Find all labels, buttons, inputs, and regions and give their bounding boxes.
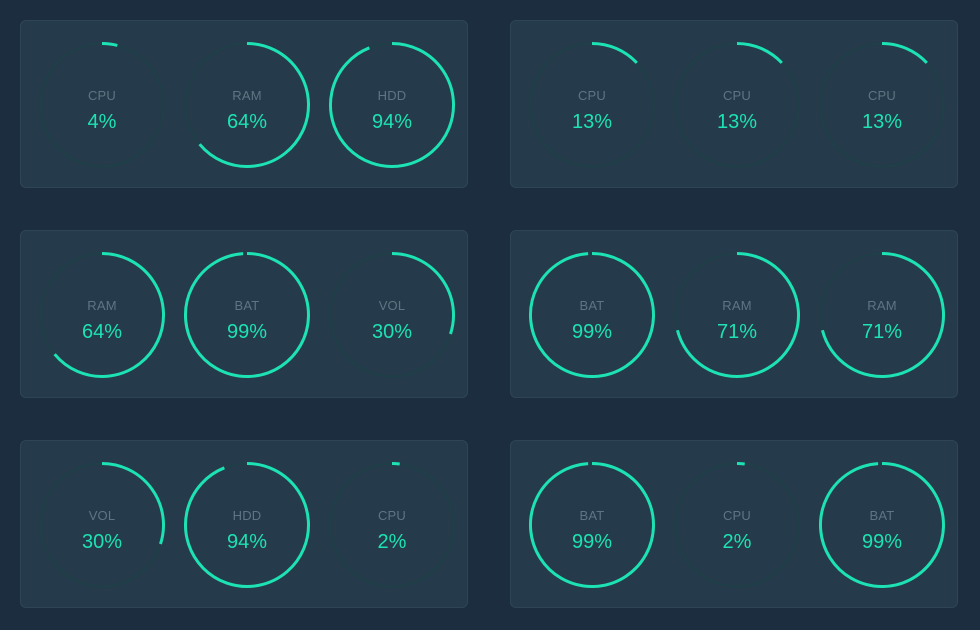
gauge-bat: BAT 99%	[529, 460, 658, 592]
gauge-track	[674, 462, 800, 588]
gauge-value: 94%	[371, 111, 413, 133]
gauge-arc	[184, 252, 310, 378]
gauge-value: 2%	[377, 531, 407, 553]
gauge-panel: CPU 4% RAM 64% HDD 94%	[20, 20, 468, 188]
ring-gauge-icon	[39, 462, 165, 588]
gauge-value: 30%	[81, 531, 123, 553]
gauge-ram: RAM 71%	[674, 250, 803, 382]
gauge-hdd: HDD 94%	[329, 40, 458, 172]
gauge-panel: RAM 64% BAT 99% VOL 30%	[20, 230, 468, 398]
gauge-label: VOL	[378, 298, 406, 313]
ring-gauge-icon	[184, 252, 310, 378]
ring-gauge-icon	[529, 252, 655, 378]
gauge-cpu: CPU 13%	[819, 40, 948, 172]
gauge-value: 99%	[861, 531, 903, 553]
gauge-value: 2%	[722, 531, 752, 553]
gauge-bat: BAT 99%	[529, 250, 658, 382]
gauge-arc	[675, 252, 800, 378]
gauge-arc	[101, 42, 118, 47]
ring-gauge-icon	[329, 252, 455, 378]
gauge-vol: VOL 30%	[329, 250, 458, 382]
gauge-arc	[198, 42, 310, 168]
gauge-ram: RAM 64%	[39, 250, 168, 382]
ring-gauge-icon	[329, 42, 455, 168]
gauge-panel: BAT 99% RAM 71% RAM 71%	[510, 230, 958, 398]
gauge-arc	[391, 252, 455, 335]
gauge-label: CPU	[722, 508, 752, 523]
gauge-arc	[53, 252, 165, 378]
gauge-value: 71%	[861, 321, 903, 343]
gauge-label: CPU	[867, 88, 897, 103]
gauge-label: VOL	[88, 508, 116, 523]
gauge-cpu: CPU 13%	[529, 40, 658, 172]
gauge-arc	[101, 462, 165, 545]
gauge-arc	[591, 42, 638, 64]
gauge-value: 99%	[571, 531, 613, 553]
gauge-arc	[329, 42, 455, 168]
ring-gauge-icon	[819, 462, 945, 588]
gauge-label: CPU	[722, 88, 752, 103]
gauge-label: HDD	[232, 508, 262, 523]
ring-gauge-icon	[329, 461, 455, 588]
gauge-bat: BAT 99%	[819, 460, 948, 592]
gauge-value: 64%	[81, 321, 123, 343]
ring-gauge-icon	[39, 252, 165, 378]
gauge-label: HDD	[377, 88, 407, 103]
gauge-bat: BAT 99%	[184, 250, 313, 382]
gauge-label: RAM	[867, 298, 897, 313]
gauge-cpu: CPU 13%	[674, 40, 803, 172]
gauge-label: BAT	[234, 298, 260, 313]
gauge-label: BAT	[579, 298, 605, 313]
gauge-arc	[819, 462, 945, 588]
ring-gauge-icon	[529, 42, 655, 168]
gauge-label: BAT	[579, 508, 605, 523]
ring-gauge-icon	[39, 42, 165, 168]
gauge-label: RAM	[232, 88, 262, 103]
ring-gauge-icon	[529, 462, 655, 588]
gauge-label: RAM	[87, 298, 117, 313]
gauge-value: 13%	[571, 111, 613, 133]
gauge-track	[39, 42, 165, 168]
gauge-arc	[820, 252, 945, 378]
gauge-track	[329, 462, 455, 588]
gauge-value: 71%	[716, 321, 758, 343]
ring-gauge-icon	[184, 42, 310, 168]
gauge-value: 13%	[716, 111, 758, 133]
gauge-value: 94%	[226, 531, 268, 553]
gauge-arc	[736, 42, 783, 64]
gauge-label: BAT	[869, 508, 895, 523]
gauge-panel: VOL 30% HDD 94% CPU 2%	[20, 440, 468, 608]
gauge-value: 99%	[571, 321, 613, 343]
ring-gauge-icon	[674, 252, 800, 378]
ring-gauge-icon	[184, 462, 310, 588]
ring-gauge-icon	[819, 252, 945, 378]
gauge-panel: CPU 13% CPU 13% CPU 13%	[510, 20, 958, 188]
gauge-value: 99%	[226, 321, 268, 343]
gauge-value: 13%	[861, 111, 903, 133]
gauge-label: RAM	[722, 298, 752, 313]
gauge-arc	[184, 462, 310, 588]
gauge-label: CPU	[87, 88, 117, 103]
gauge-arc	[881, 42, 928, 64]
gauge-value: 30%	[371, 321, 413, 343]
ring-gauge-icon	[674, 461, 800, 588]
gauge-label: CPU	[377, 508, 407, 523]
gauge-cpu: CPU 2%	[329, 460, 458, 592]
gauge-cpu: CPU 2%	[674, 460, 803, 592]
gauge-ram: RAM 64%	[184, 40, 313, 172]
gauge-value: 64%	[226, 111, 268, 133]
gauge-arc	[529, 252, 655, 378]
gauge-ram: RAM 71%	[819, 250, 948, 382]
gauge-cpu: CPU 4%	[39, 40, 168, 172]
gauge-vol: VOL 30%	[39, 460, 168, 592]
gauge-value: 4%	[87, 111, 117, 133]
ring-gauge-icon	[819, 42, 945, 168]
gauge-hdd: HDD 94%	[184, 460, 313, 592]
gauge-panel: BAT 99% CPU 2% BAT 99%	[510, 440, 958, 608]
gauge-arc	[529, 462, 655, 588]
ring-gauge-icon	[674, 42, 800, 168]
gauge-label: CPU	[577, 88, 607, 103]
